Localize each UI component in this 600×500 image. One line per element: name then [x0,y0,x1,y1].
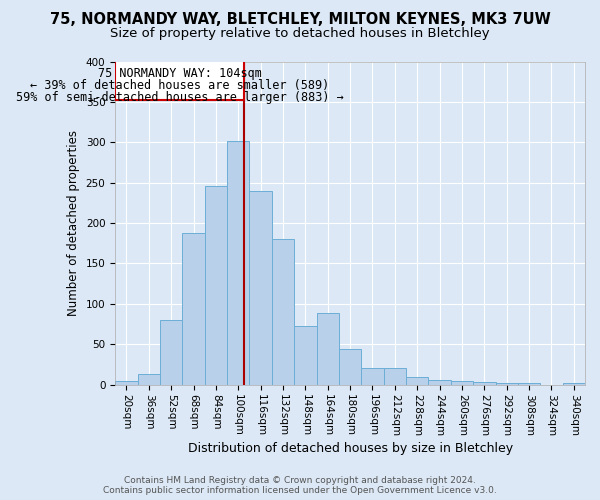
Text: 75 NORMANDY WAY: 104sqm: 75 NORMANDY WAY: 104sqm [98,67,262,80]
Bar [160,320,182,384]
Bar [473,382,496,384]
Bar [361,368,383,384]
Bar [383,368,406,384]
Bar [182,232,205,384]
Bar [272,239,294,384]
Bar [205,186,227,384]
Text: Size of property relative to detached houses in Bletchley: Size of property relative to detached ho… [110,28,490,40]
Text: ← 39% of detached houses are smaller (589): ← 39% of detached houses are smaller (58… [30,80,329,92]
X-axis label: Distribution of detached houses by size in Bletchley: Distribution of detached houses by size … [188,442,512,455]
Bar [339,349,361,384]
Bar [115,382,137,384]
Text: Contains HM Land Registry data © Crown copyright and database right 2024.
Contai: Contains HM Land Registry data © Crown c… [103,476,497,495]
Bar [406,378,428,384]
Bar [563,383,585,384]
Bar [227,140,250,384]
Bar [428,380,451,384]
Text: 59% of semi-detached houses are larger (883) →: 59% of semi-detached houses are larger (… [16,92,343,104]
Bar [317,312,339,384]
Bar [496,383,518,384]
Bar [115,58,244,100]
Bar [137,374,160,384]
Y-axis label: Number of detached properties: Number of detached properties [67,130,80,316]
Bar [451,380,473,384]
Text: 75, NORMANDY WAY, BLETCHLEY, MILTON KEYNES, MK3 7UW: 75, NORMANDY WAY, BLETCHLEY, MILTON KEYN… [50,12,550,28]
Bar [518,383,540,384]
Bar [250,190,272,384]
Bar [294,326,317,384]
